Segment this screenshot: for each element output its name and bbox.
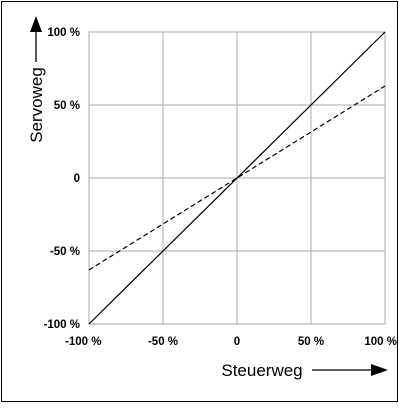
y-tick-label: -100 % (44, 319, 80, 331)
x-tick-label: -50 % (148, 336, 178, 348)
x-axis-arrow-head (371, 364, 388, 376)
y-axis-arrow-head (30, 16, 42, 32)
plot-area-border (88, 31, 386, 325)
y-tick-labels: -100 % -50 % 0 50 % 100 % (44, 27, 80, 331)
x-tick-labels: -100 % -50 % 0 50 % 100 % (65, 336, 397, 348)
y-tick-label: 0 (74, 173, 80, 185)
y-tick-label: 50 % (54, 100, 80, 112)
x-tick-label: -100 % (65, 336, 101, 348)
y-tick-label: 100 % (47, 27, 80, 39)
series-line-solid (88, 31, 386, 325)
y-axis-label: Servoweg (27, 67, 46, 143)
series-layer (88, 31, 386, 325)
series-line-dashed (88, 85, 386, 271)
x-axis-label: Steuerweg (221, 361, 302, 380)
x-tick-label: 0 (234, 336, 240, 348)
x-tick-label: 100 % (364, 336, 397, 348)
x-tick-label: 50 % (298, 336, 324, 348)
y-tick-label: -50 % (50, 246, 80, 258)
